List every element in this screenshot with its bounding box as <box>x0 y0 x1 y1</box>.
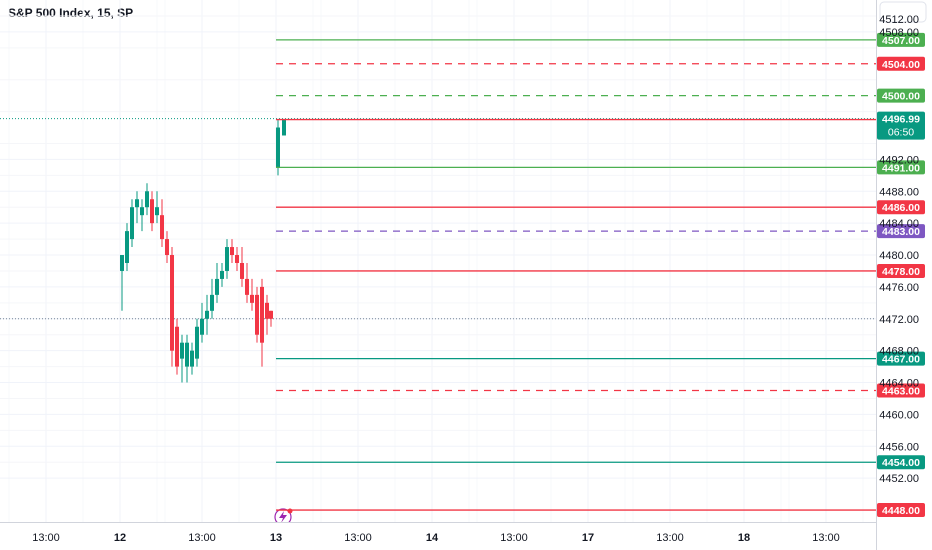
candle-body <box>265 302 269 319</box>
level-price-label: 4504.00 <box>877 56 925 71</box>
chart-title: S&P 500 Index, 15, SP <box>8 6 134 20</box>
time-tick-label: 13:00 <box>32 532 60 544</box>
level-price-label: 4486.00 <box>877 200 925 215</box>
candle-body <box>170 255 174 351</box>
level-price-text: 4486.00 <box>882 202 920 214</box>
candle-body <box>140 207 144 216</box>
candle-body <box>135 199 139 208</box>
price-tick-label: 4456.00 <box>879 441 919 453</box>
price-tick-label: 4472.00 <box>879 314 919 326</box>
price-scale-control[interactable] <box>879 1 927 23</box>
time-tick-label: 13:00 <box>656 532 684 544</box>
time-tick-label: 14 <box>426 532 439 544</box>
level-price-text: 4500.00 <box>882 91 920 103</box>
time-axis[interactable]: 13:00 12 13:00 13 13:00 14 13:00 17 13:00 18 13:00 <box>0 522 876 550</box>
candle-body <box>215 278 219 295</box>
time-tick-label: 17 <box>582 532 594 544</box>
level-price-text: 4448.00 <box>882 505 920 517</box>
candles <box>120 119 286 383</box>
candle-body <box>282 119 286 136</box>
candle-body <box>180 342 184 359</box>
price-axis[interactable]: 4507.004504.004500.004497.004491.004486.… <box>876 0 932 550</box>
time-tick-label: 13:00 <box>188 532 216 544</box>
candle-body <box>185 342 189 367</box>
level-price-label: 4463.00 <box>877 383 925 398</box>
level-price-text: 4454.00 <box>882 457 920 469</box>
level-price-text: 4478.00 <box>882 266 920 278</box>
candle-body <box>190 350 194 367</box>
time-tick-label: 13:00 <box>500 532 528 544</box>
candle-body <box>175 326 179 367</box>
candle-body <box>235 255 239 263</box>
candle-body <box>210 294 214 311</box>
price-tick-label: 4488.00 <box>879 186 919 198</box>
price-tick-label: 4468.00 <box>879 346 919 358</box>
candle-body <box>269 310 273 319</box>
candle-body <box>195 326 199 359</box>
candle-body <box>150 199 154 224</box>
price-tick-label: 4476.00 <box>879 282 919 294</box>
time-axis-bg <box>0 522 876 550</box>
candle-body <box>130 207 134 240</box>
level-price-text: 4507.00 <box>882 35 920 47</box>
price-tick-label: 4460.00 <box>879 409 919 421</box>
level-price-label: 4491.00 <box>877 160 925 175</box>
grid <box>0 0 876 522</box>
time-tick-label: 13:00 <box>344 532 372 544</box>
lightning-event-icon[interactable] <box>274 508 293 526</box>
candle-body <box>250 294 254 303</box>
candle-body <box>160 215 164 240</box>
time-tick-label: 12 <box>114 532 126 544</box>
price-tick-label: 4452.00 <box>879 473 919 485</box>
price-tick-label-partial: 4512.00 <box>879 14 919 26</box>
candle-body <box>145 191 149 208</box>
candle-body <box>205 310 209 319</box>
level-price-text: 4504.00 <box>882 59 920 71</box>
level-price-label: 4448.00 <box>877 503 925 518</box>
candle-body <box>220 270 224 279</box>
price-tick-label: 4484.00 <box>879 218 919 230</box>
candle-body <box>165 239 169 256</box>
time-tick-label: 13 <box>270 532 282 544</box>
candle-body <box>255 294 259 335</box>
horizontal-levels[interactable] <box>274 39 876 526</box>
level-price-label: 4500.00 <box>877 88 925 103</box>
candle-body <box>125 231 129 263</box>
level-price-label: 4454.00 <box>877 455 925 470</box>
price-tick-label: 4492.00 <box>879 154 919 166</box>
time-tick-label: 18 <box>738 532 750 544</box>
price-tick-label: 4480.00 <box>879 250 919 262</box>
candle-body <box>245 278 249 295</box>
level-price-text: 4463.00 <box>882 386 920 398</box>
candle-body <box>200 318 204 335</box>
candle-body <box>276 127 280 168</box>
candle-body <box>260 286 264 343</box>
level-price-text: 4467.00 <box>882 354 920 366</box>
level-price-label: 4478.00 <box>877 263 925 278</box>
candle-body <box>240 262 244 279</box>
candle-body <box>230 247 234 256</box>
level-price-label: 4483.00 <box>877 224 925 239</box>
level-price-label: 4507.00 <box>877 32 925 47</box>
price-tick-label: 4464.00 <box>879 378 919 390</box>
countdown-text: 06:50 <box>888 127 914 139</box>
level-price-label: 4467.00 <box>877 351 925 366</box>
level-price-text: 4491.00 <box>882 162 920 174</box>
candle-body <box>120 255 124 271</box>
level-price-text: 4483.00 <box>882 226 920 238</box>
time-tick-label: 13:00 <box>812 532 840 544</box>
candle-body <box>225 247 229 271</box>
current-price-text: 4496.99 <box>882 114 920 126</box>
candle-body <box>155 207 159 216</box>
price-tick-label: 4508.00 <box>879 27 919 39</box>
